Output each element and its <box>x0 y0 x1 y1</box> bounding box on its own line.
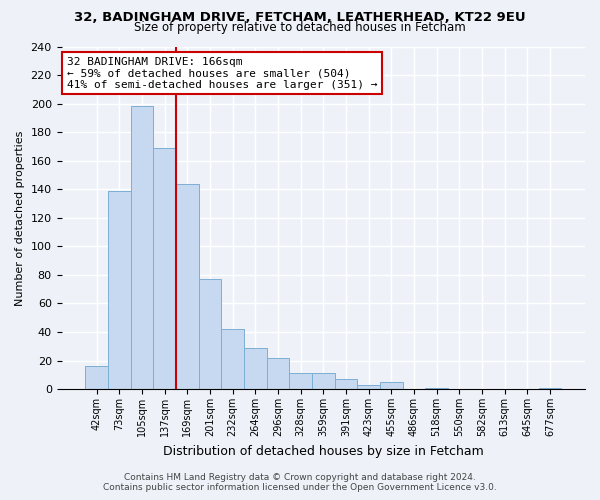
Y-axis label: Number of detached properties: Number of detached properties <box>15 130 25 306</box>
Bar <box>539 388 561 389</box>
Bar <box>221 329 244 389</box>
Bar <box>380 382 403 389</box>
Bar <box>289 374 312 389</box>
Bar <box>176 184 199 389</box>
Bar <box>425 388 448 389</box>
Text: Contains HM Land Registry data © Crown copyright and database right 2024.
Contai: Contains HM Land Registry data © Crown c… <box>103 473 497 492</box>
Text: 32, BADINGHAM DRIVE, FETCHAM, LEATHERHEAD, KT22 9EU: 32, BADINGHAM DRIVE, FETCHAM, LEATHERHEA… <box>74 11 526 24</box>
Text: Size of property relative to detached houses in Fetcham: Size of property relative to detached ho… <box>134 21 466 34</box>
X-axis label: Distribution of detached houses by size in Fetcham: Distribution of detached houses by size … <box>163 444 484 458</box>
Bar <box>199 279 221 389</box>
Bar <box>335 379 357 389</box>
Bar <box>357 385 380 389</box>
Bar <box>312 374 335 389</box>
Text: 32 BADINGHAM DRIVE: 166sqm
← 59% of detached houses are smaller (504)
41% of sem: 32 BADINGHAM DRIVE: 166sqm ← 59% of deta… <box>67 57 377 90</box>
Bar <box>244 348 266 389</box>
Bar <box>131 106 154 389</box>
Bar <box>108 190 131 389</box>
Bar <box>85 366 108 389</box>
Bar <box>266 358 289 389</box>
Bar <box>154 148 176 389</box>
